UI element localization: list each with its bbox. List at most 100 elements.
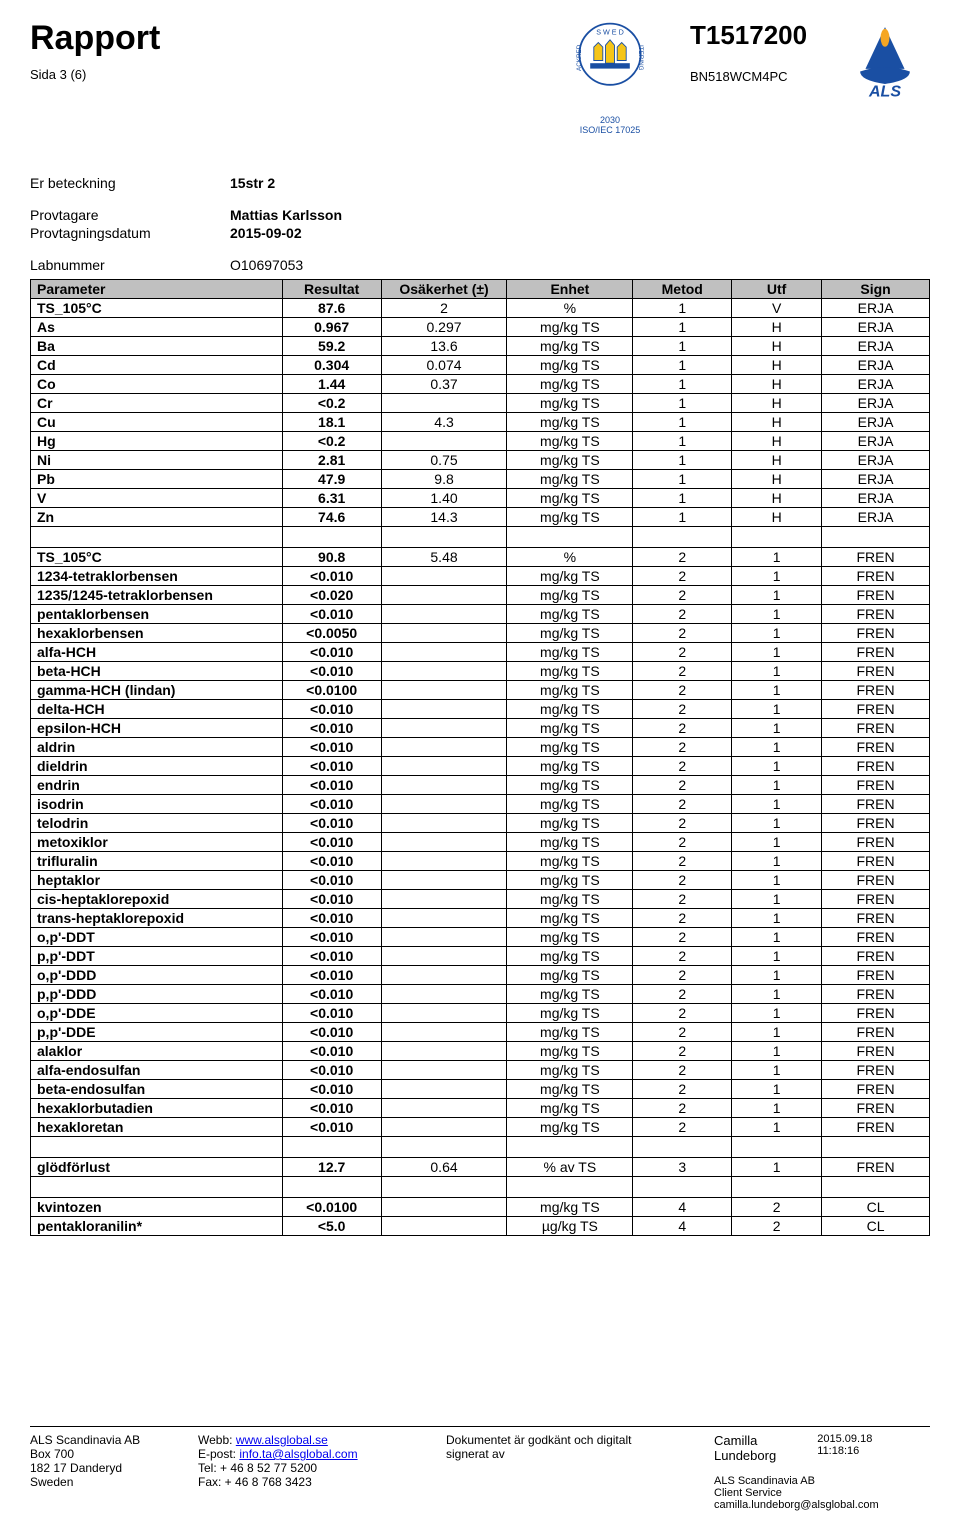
cell-metod: 2 [633, 833, 732, 852]
cell-parameter: beta-HCH [31, 662, 283, 681]
cell-resultat: <0.010 [282, 1023, 381, 1042]
cell-osakerhet: 0.64 [381, 1158, 507, 1177]
cell-sign: ERJA [822, 299, 930, 318]
cell-resultat: 59.2 [282, 337, 381, 356]
cell-enhet: mg/kg TS [507, 700, 633, 719]
cell-osakerhet [381, 624, 507, 643]
als-logo-text: ALS [868, 83, 901, 100]
cell-metod: 2 [633, 662, 732, 681]
cell-resultat: 12.7 [282, 1158, 381, 1177]
cell-metod: 2 [633, 605, 732, 624]
meta-value: 15str 2 [230, 175, 275, 191]
cell-osakerhet [381, 795, 507, 814]
results-table: Parameter Resultat Osäkerhet (±) Enhet M… [30, 279, 930, 1236]
cell-osakerhet [381, 947, 507, 966]
cell-resultat: <0.010 [282, 985, 381, 1004]
cell-utf: H [732, 356, 822, 375]
cell-sign: ERJA [822, 470, 930, 489]
page-footer: ALS Scandinavia ABBox 700182 17 Danderyd… [30, 1426, 930, 1511]
cell-enhet: mg/kg TS [507, 413, 633, 432]
table-header-row: Parameter Resultat Osäkerhet (±) Enhet M… [31, 280, 930, 299]
cell-utf: 1 [732, 548, 822, 567]
table-cell-blank [732, 1137, 822, 1158]
cell-enhet: mg/kg TS [507, 1042, 633, 1061]
cell-enhet: mg/kg TS [507, 567, 633, 586]
cell-parameter: alfa-HCH [31, 643, 283, 662]
cell-parameter: Hg [31, 432, 283, 451]
cell-metod: 2 [633, 700, 732, 719]
cell-utf: V [732, 299, 822, 318]
cell-enhet: mg/kg TS [507, 337, 633, 356]
cell-osakerhet: 0.75 [381, 451, 507, 470]
cell-metod: 2 [633, 1042, 732, 1061]
col-sign: Sign [822, 280, 930, 299]
cell-osakerhet: 5.48 [381, 548, 507, 567]
cell-utf: H [732, 337, 822, 356]
cell-metod: 2 [633, 928, 732, 947]
footer-contact-link[interactable]: info.ta@alsglobal.com [239, 1447, 357, 1461]
table-row: Zn74.614.3mg/kg TS1HERJA [31, 508, 930, 527]
footer-divider [30, 1426, 930, 1427]
cell-parameter: telodrin [31, 814, 283, 833]
footer-contact-link[interactable]: www.alsglobal.se [236, 1433, 328, 1447]
table-row: Ni2.810.75mg/kg TS1HERJA [31, 451, 930, 470]
cell-sign: ERJA [822, 508, 930, 527]
cell-sign: ERJA [822, 413, 930, 432]
cell-osakerhet [381, 757, 507, 776]
cell-sign: FREN [822, 548, 930, 567]
swedac-text-1: 2030 [530, 115, 690, 125]
cell-metod: 2 [633, 890, 732, 909]
cell-sign: FREN [822, 1023, 930, 1042]
cell-resultat: <0.010 [282, 1061, 381, 1080]
cell-resultat: 0.304 [282, 356, 381, 375]
cell-enhet: mg/kg TS [507, 375, 633, 394]
cell-enhet: mg/kg TS [507, 738, 633, 757]
table-cell-blank [381, 1177, 507, 1198]
cell-sign: FREN [822, 928, 930, 947]
cell-parameter: metoxiklor [31, 833, 283, 852]
footer-company-line: Sweden [30, 1475, 180, 1489]
cell-parameter: 1235/1245-tetraklorbensen [31, 586, 283, 605]
cell-sign: ERJA [822, 337, 930, 356]
cell-utf: 1 [732, 947, 822, 966]
meta-label: Provtagningsdatum [30, 225, 230, 241]
cell-resultat: <0.2 [282, 394, 381, 413]
cell-utf: 1 [732, 567, 822, 586]
svg-text:ACKRED: ACKRED [576, 44, 583, 71]
cell-resultat: <0.010 [282, 738, 381, 757]
cell-enhet: mg/kg TS [507, 1118, 633, 1137]
cell-utf: H [732, 413, 822, 432]
table-cell-blank [381, 527, 507, 548]
cell-resultat: <0.010 [282, 1118, 381, 1137]
cell-metod: 2 [633, 643, 732, 662]
cell-parameter: Ni [31, 451, 283, 470]
cell-resultat: 0.967 [282, 318, 381, 337]
table-row: trans-heptaklorepoxid<0.010mg/kg TS21FRE… [31, 909, 930, 928]
table-row: gamma-HCH (lindan)<0.0100mg/kg TS21FREN [31, 681, 930, 700]
table-cell-blank [507, 1137, 633, 1158]
swedac-text-2: ISO/IEC 17025 [530, 125, 690, 135]
cell-metod: 4 [633, 1217, 732, 1236]
footer-contact-label: E-post: [198, 1447, 239, 1461]
footer-col-company: ALS Scandinavia ABBox 700182 17 Danderyd… [30, 1433, 198, 1511]
cell-osakerhet [381, 738, 507, 757]
cell-metod: 2 [633, 871, 732, 890]
table-cell-blank [507, 1177, 633, 1198]
cell-metod: 2 [633, 1004, 732, 1023]
cell-resultat: <0.010 [282, 1080, 381, 1099]
cell-metod: 4 [633, 1198, 732, 1217]
cell-resultat: <0.010 [282, 643, 381, 662]
cell-resultat: 74.6 [282, 508, 381, 527]
swedac-logo-icon: S W E D ACKRED ITERING [565, 20, 655, 110]
cell-sign: FREN [822, 719, 930, 738]
cell-enhet: mg/kg TS [507, 470, 633, 489]
header-right-text: T1517200 BN518WCM4PC [690, 20, 840, 105]
table-cell-blank [31, 527, 283, 548]
cell-sign: FREN [822, 757, 930, 776]
table-row: alaklor<0.010mg/kg TS21FREN [31, 1042, 930, 1061]
table-row: As0.9670.297mg/kg TS1HERJA [31, 318, 930, 337]
cell-enhet: mg/kg TS [507, 1061, 633, 1080]
cell-parameter: trans-heptaklorepoxid [31, 909, 283, 928]
cell-enhet: % [507, 548, 633, 567]
cell-parameter: o,p'-DDE [31, 1004, 283, 1023]
